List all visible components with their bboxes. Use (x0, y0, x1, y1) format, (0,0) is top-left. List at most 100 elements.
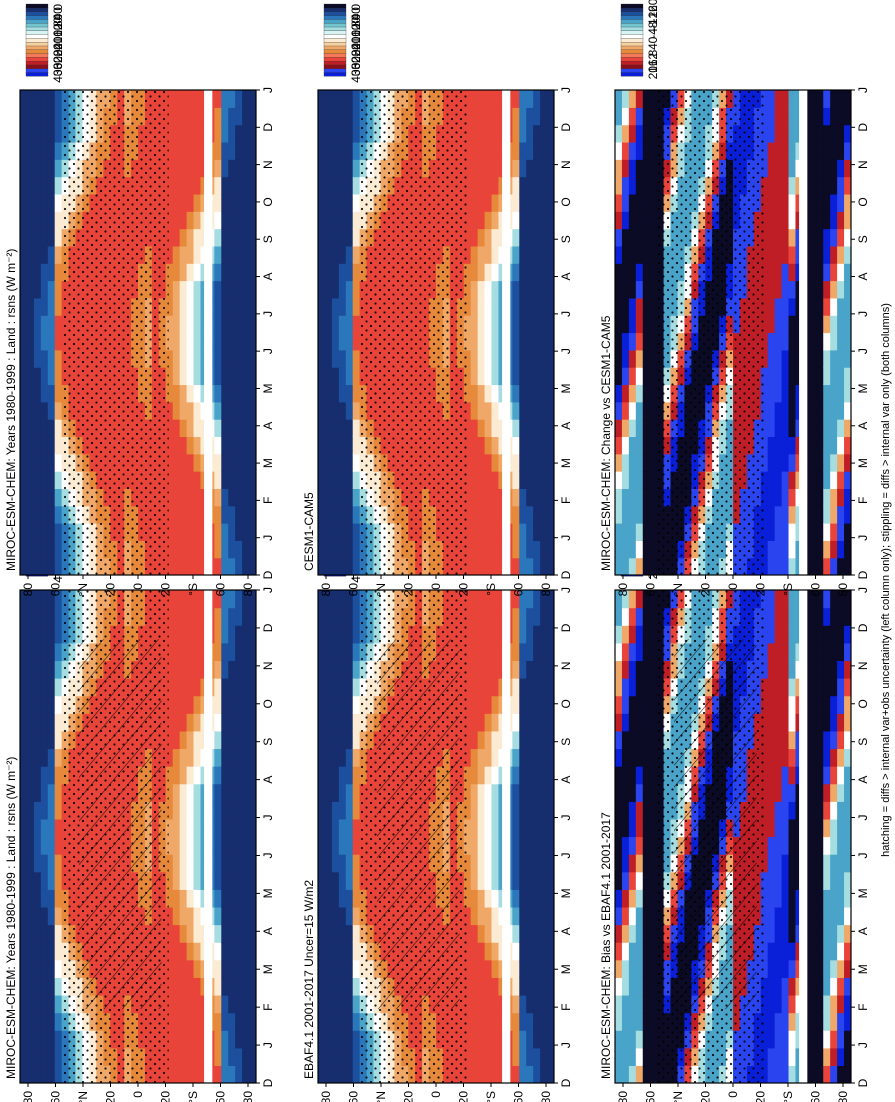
field-cell (519, 801, 527, 820)
field-cell (512, 801, 520, 820)
field-cell (547, 141, 554, 160)
field-cell (40, 1012, 49, 1031)
field-cell (228, 730, 236, 750)
field-cell (26, 297, 35, 316)
field-cell (345, 942, 354, 961)
field-cell (172, 924, 181, 943)
field-cell (338, 818, 347, 838)
field-cell (649, 1030, 658, 1049)
field-cell (526, 695, 534, 714)
field-cell (40, 660, 49, 679)
field-cell (193, 332, 202, 351)
field-cell (26, 263, 35, 282)
field-cell (179, 625, 188, 644)
field-cell (628, 801, 637, 820)
field-cell (352, 488, 361, 507)
field-cell (193, 384, 202, 403)
field-cell (781, 871, 790, 890)
field-cell (823, 854, 831, 873)
month-tick-label: M (559, 458, 573, 468)
field-cell (40, 419, 49, 438)
field-cell (47, 906, 56, 926)
field-cell (470, 642, 479, 662)
field-cell (635, 695, 644, 714)
field-cell (635, 590, 644, 609)
field-cell (26, 783, 35, 802)
field-cell (533, 590, 541, 609)
field-cell (179, 245, 188, 264)
field-cell (519, 924, 527, 943)
field-cell (352, 90, 361, 108)
field-cell (540, 748, 548, 767)
field-cell (214, 607, 222, 626)
field-cell (540, 695, 548, 714)
field-cell (54, 713, 63, 732)
field-cell (33, 228, 42, 247)
field-cell (512, 263, 520, 282)
month-tick-label: D (559, 570, 573, 579)
field-cell (331, 854, 340, 873)
field-cell (470, 836, 479, 855)
field-cell (484, 488, 493, 507)
field-cell (193, 419, 202, 438)
field-cell (172, 818, 181, 838)
lat-tick-label: °N (374, 1091, 388, 1102)
colorbar-label: 320 (349, 49, 363, 69)
field-cell (635, 748, 644, 767)
field-cell (470, 607, 479, 626)
field-cell (242, 906, 250, 926)
field-cell (242, 959, 250, 978)
field-cell (477, 332, 486, 351)
field-cell (345, 1030, 354, 1049)
field-cell (40, 1030, 49, 1049)
field-cell (533, 540, 541, 559)
field-cell (54, 193, 63, 212)
field-cell (40, 557, 49, 575)
field-cell (47, 678, 56, 697)
field-cell (781, 942, 790, 961)
field-cell (221, 280, 229, 299)
field-cell (477, 90, 486, 108)
field-cell (331, 419, 340, 438)
field-cell (172, 783, 181, 802)
field-cell (635, 642, 644, 662)
field-cell (345, 1047, 354, 1066)
field-cell (249, 713, 256, 732)
field-cell (26, 695, 35, 714)
field-cell (165, 713, 174, 732)
field-cell (352, 766, 361, 785)
field-cell (352, 607, 361, 626)
field-cell (470, 384, 479, 403)
colorbar-label: 360 (349, 56, 363, 76)
field-cell (186, 730, 195, 750)
field-cell (235, 730, 243, 750)
field-cell (331, 90, 340, 108)
field-cell (331, 505, 340, 524)
field-cell (352, 176, 361, 195)
field-cell (47, 540, 56, 559)
field-cell (318, 193, 326, 212)
field-cell (338, 176, 347, 195)
field-cell (463, 783, 472, 802)
field-cell (221, 994, 229, 1014)
field-cell (54, 505, 63, 524)
field-cell (526, 471, 534, 489)
field-cell (470, 730, 479, 750)
field-cell (774, 836, 783, 855)
field-cell (331, 211, 340, 230)
field-cell (179, 384, 188, 403)
field-cell (221, 401, 229, 420)
field-cell (33, 488, 42, 507)
field-cell (816, 942, 824, 961)
field-cell (47, 315, 56, 334)
field-cell (512, 384, 520, 403)
field-cell (20, 176, 28, 195)
field-cell (338, 748, 347, 767)
field-cell (533, 488, 541, 507)
field-cell (345, 854, 354, 873)
field-cell (809, 590, 817, 609)
month-tick-label: O (261, 699, 275, 708)
field-cell (235, 228, 243, 247)
field-cell (788, 678, 797, 697)
field-cell (20, 436, 28, 455)
